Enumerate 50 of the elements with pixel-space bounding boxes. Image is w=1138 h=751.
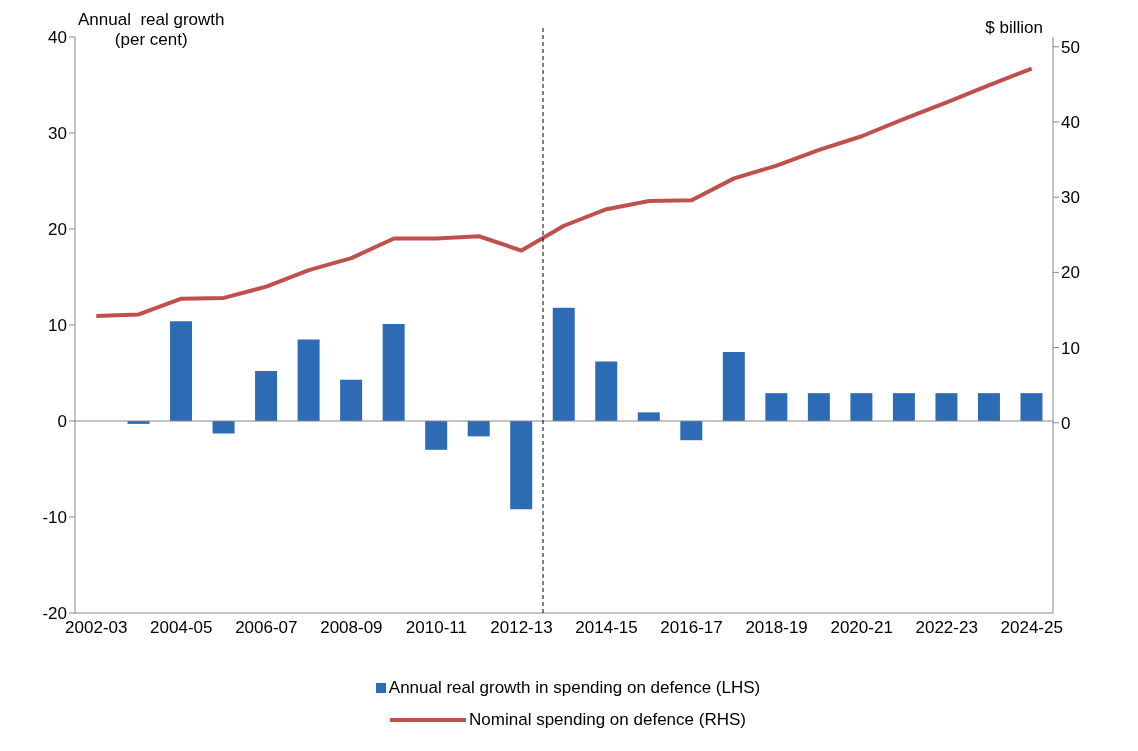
x-tick-label: 2004-05 — [150, 618, 213, 638]
x-tick-label: 2014-15 — [575, 618, 638, 638]
x-tick-label: 2002-03 — [65, 618, 128, 638]
y2-tick-label: 50 — [1061, 37, 1080, 57]
y2-tick-label: 30 — [1061, 188, 1080, 208]
x-tick-label: 2008-09 — [320, 618, 383, 638]
bar — [425, 421, 448, 450]
y-axis-title: Annual real growth (per cent) — [78, 10, 225, 50]
x-tick-label: 2018-19 — [745, 618, 808, 638]
bar — [722, 351, 745, 421]
y2-tick-label: 10 — [1061, 338, 1080, 358]
bar — [680, 421, 703, 441]
x-tick-label: 2020-21 — [830, 618, 893, 638]
legend-label: Annual real growth in spending on defence (LHS) — [388, 678, 761, 698]
y-tick-label: 20 — [48, 220, 67, 240]
bar — [807, 393, 830, 421]
bar — [297, 339, 320, 421]
bar — [382, 324, 405, 421]
y2-tick-label: 40 — [1061, 113, 1080, 133]
y2-axis-title: $ billion — [985, 18, 1043, 38]
y-tick-label: -20 — [42, 604, 67, 624]
x-tick-label: 2006-07 — [235, 618, 298, 638]
bar — [765, 393, 788, 421]
x-tick-label: 2012-13 — [490, 618, 553, 638]
bar — [595, 361, 618, 421]
y-tick-label: 10 — [48, 316, 67, 336]
y-tick-label: 0 — [57, 412, 67, 432]
y-tick-label: 30 — [48, 124, 67, 144]
bar — [340, 379, 363, 421]
x-tick-label: 2022-23 — [915, 618, 978, 638]
y2-tick-label: 0 — [1061, 413, 1071, 433]
bar — [510, 421, 533, 510]
bar — [850, 393, 873, 421]
y2-tick-label: 20 — [1061, 263, 1080, 283]
bar — [255, 371, 278, 421]
x-tick-label: 2024-25 — [1000, 618, 1063, 638]
bar — [977, 393, 1000, 421]
bar — [892, 393, 915, 421]
bar — [552, 307, 575, 421]
bar — [637, 412, 660, 421]
line-series — [94, 66, 1034, 318]
y-tick-label: 40 — [48, 28, 67, 48]
bar — [935, 393, 958, 421]
x-tick-label: 2016-17 — [660, 618, 723, 638]
bar — [170, 321, 193, 421]
bar — [467, 421, 490, 437]
x-tick-label: 2010-11 — [405, 618, 468, 638]
bar — [1020, 393, 1043, 421]
legend-label: Nominal spending on defence (RHS) — [469, 710, 746, 730]
y-tick-label: -10 — [42, 508, 67, 528]
